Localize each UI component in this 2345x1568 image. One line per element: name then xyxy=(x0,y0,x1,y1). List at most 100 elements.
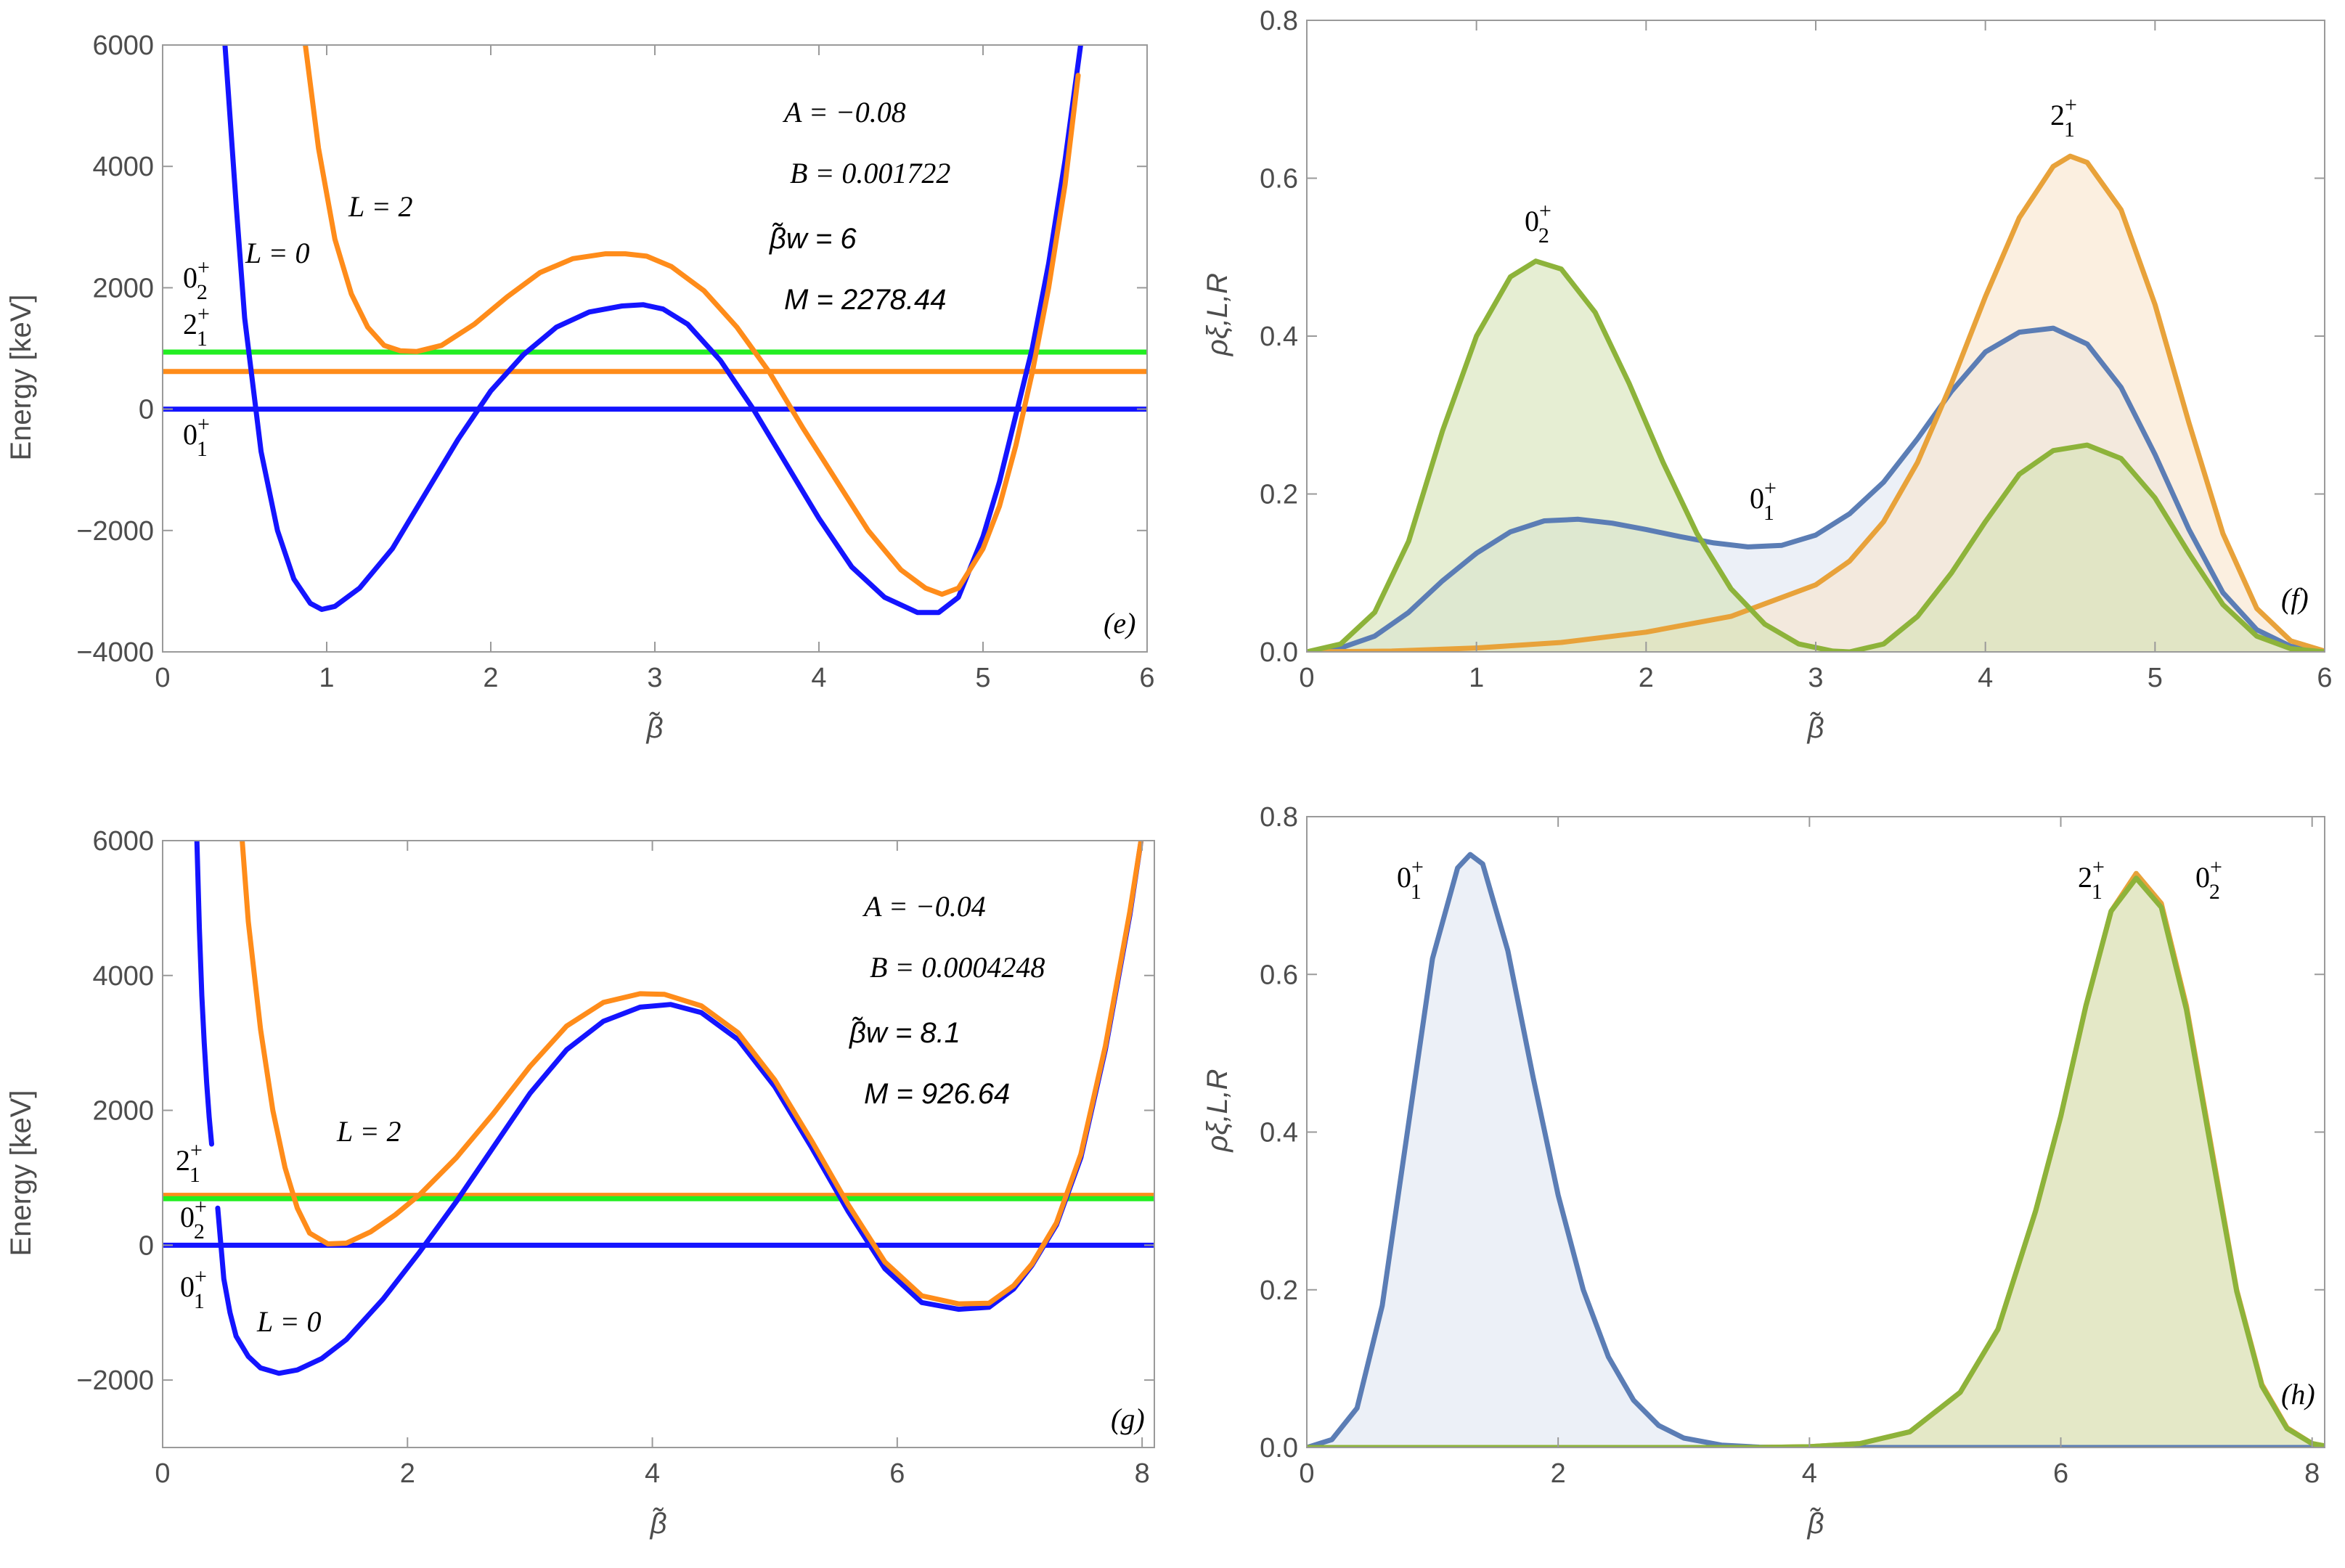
y-tick-label: 0 xyxy=(139,395,154,425)
potential-curve-l-2 xyxy=(240,841,1144,1307)
y-tick-label: 2000 xyxy=(92,1096,154,1127)
potential-curve-l-0 xyxy=(222,45,1083,616)
x-tick-label: 2 xyxy=(1639,663,1654,693)
y-tick-label: 4000 xyxy=(92,961,154,992)
y-tick-label: 0.8 xyxy=(1260,802,1298,833)
state-label-0_2plus: 0+ 2 xyxy=(1525,199,1551,248)
param-b: B = 0.0004248 xyxy=(870,951,1045,984)
param-a: A = −0.04 xyxy=(862,890,986,923)
potential-curve-l-2 xyxy=(303,45,1081,597)
x-axis-label: β̃ xyxy=(1807,711,1824,744)
y-tick-label: 4000 xyxy=(92,152,154,182)
y-tick-label: 0 xyxy=(139,1230,154,1261)
x-tick-label: 4 xyxy=(1978,663,1993,693)
potential-curve-l-0-upper-branch- xyxy=(194,841,214,1147)
y-axis-label: Energy [keV] xyxy=(5,294,37,460)
y-tick-label: 0.6 xyxy=(1260,164,1298,195)
y-tick-label: 0.0 xyxy=(1260,1433,1298,1463)
y-tick-label: 0.8 xyxy=(1260,6,1298,36)
panel-h-density-plot: 0 2 4 6 8 0.0 0.2 0.4 0.6 0.8 β̃ ρξ,L,R 0+ 1 2+ 1 0+ 2 (h) xyxy=(1202,802,2325,1540)
x-tick-label: 8 xyxy=(1135,1458,1150,1489)
x-tick-label: 4 xyxy=(811,663,826,693)
plot-area xyxy=(1307,153,2325,652)
param-a: A = −0.08 xyxy=(782,96,906,128)
x-tick-label: 4 xyxy=(1802,1458,1817,1489)
x-tick-label: 0 xyxy=(155,663,170,693)
level-label-2_1plus: 2+ 1 xyxy=(183,302,210,351)
panel-label: (h) xyxy=(2281,1378,2315,1410)
x-tick-label: 1 xyxy=(1469,663,1484,693)
panel-e-energy-plot: 0 1 2 3 4 5 6 −4000 −2000 0 2000 4000 6000 β̃ Energy [… xyxy=(5,30,1155,744)
plot-area xyxy=(163,841,1154,1376)
param-beta-w: β̃w = 8.1 xyxy=(849,1016,961,1049)
panel-label: (f) xyxy=(2281,582,2309,615)
density-curve-2_1plus xyxy=(1307,153,2325,652)
x-tick-label: 2 xyxy=(400,1458,415,1489)
y-tick-label: 6000 xyxy=(92,30,154,61)
y-tick-label: 0.6 xyxy=(1260,960,1298,990)
y-tick-label: −2000 xyxy=(76,516,154,547)
curve-label-l0: L = 0 xyxy=(256,1305,322,1338)
state-label-0_1plus: 0+ 1 xyxy=(1397,855,1424,904)
panel-label: (g) xyxy=(1111,1402,1145,1435)
x-axis-label: β̃ xyxy=(650,1507,667,1540)
level-label-0_1plus: 0+ 1 xyxy=(183,412,210,461)
x-tick-label: 6 xyxy=(2317,663,2332,693)
y-tick-label: −4000 xyxy=(76,637,154,668)
x-tick-label: 3 xyxy=(1808,663,1823,693)
density-fill-0_1plus xyxy=(1307,854,2325,1447)
state-label-0_2plus: 0+ 2 xyxy=(2195,855,2222,904)
panel-label: (e) xyxy=(1104,607,1135,640)
x-tick-label: 5 xyxy=(975,663,990,693)
panel-g-energy-plot: 0 2 4 6 8 −2000 0 2000 4000 6000 β̃ Energy [keV] L =… xyxy=(5,826,1155,1540)
density-fill-0_2plus xyxy=(1307,261,2325,652)
plot-frame xyxy=(162,840,1155,1448)
state-label-0_1plus: 0+ 1 xyxy=(1750,476,1777,525)
y-tick-label: 6000 xyxy=(92,826,154,857)
x-tick-label: 5 xyxy=(2148,663,2163,693)
x-tick-label: 6 xyxy=(889,1458,905,1489)
plot-area xyxy=(1307,852,2325,1447)
level-label-0_2plus: 0+ 2 xyxy=(183,256,210,304)
density-curve-0_1plus xyxy=(1307,325,2325,652)
x-tick-label: 3 xyxy=(647,663,662,693)
y-tick-label: 0.2 xyxy=(1260,480,1298,510)
param-m: M = 926.64 xyxy=(864,1078,1010,1110)
x-axis-label: β̃ xyxy=(646,711,664,744)
density-curve-0_2plus xyxy=(1307,875,2325,1447)
curve-label-l2: L = 2 xyxy=(348,190,413,223)
y-tick-label: 0.0 xyxy=(1260,637,1298,668)
param-beta-w: β̃w = 6 xyxy=(769,222,857,255)
level-label-0_2plus: 0+ 2 xyxy=(180,1195,207,1244)
x-tick-label: 6 xyxy=(1139,663,1154,693)
y-tick-label: 0.4 xyxy=(1260,322,1298,352)
state-label-2_1plus: 2+ 1 xyxy=(2050,93,2077,142)
x-tick-label: 0 xyxy=(155,1458,170,1489)
density-fill-0_2plus xyxy=(1307,878,2325,1447)
curve-label-l0: L = 0 xyxy=(245,237,310,269)
curve-label-l2: L = 2 xyxy=(336,1115,401,1148)
y-tick-label: −2000 xyxy=(76,1365,154,1396)
state-label-2_1plus: 2+ 1 xyxy=(2078,855,2105,904)
param-m: M = 2278.44 xyxy=(784,284,947,316)
x-tick-label: 4 xyxy=(645,1458,660,1489)
y-axis-label: Energy [keV] xyxy=(5,1090,37,1256)
x-tick-label: 0 xyxy=(1299,1458,1314,1489)
plot-area xyxy=(163,45,1147,616)
x-tick-label: 2 xyxy=(483,663,498,693)
density-curve-0_1plus xyxy=(1307,852,2325,1447)
y-tick-label: 0.4 xyxy=(1260,1118,1298,1148)
x-tick-label: 8 xyxy=(2304,1458,2320,1489)
x-tick-label: 0 xyxy=(1299,663,1314,693)
y-tick-label: 2000 xyxy=(92,273,154,303)
y-axis-label: ρξ,L,R xyxy=(1202,273,1233,356)
x-tick-label: 1 xyxy=(319,663,334,693)
x-tick-label: 6 xyxy=(2053,1458,2068,1489)
level-label-0_1plus: 0+ 1 xyxy=(180,1265,207,1313)
plot-frame xyxy=(162,44,1148,653)
y-tick-label: 0.2 xyxy=(1260,1275,1298,1306)
level-label-2_1plus: 2+ 1 xyxy=(176,1138,203,1187)
y-axis-label: ρξ,L,R xyxy=(1202,1069,1233,1152)
x-axis-label: β̃ xyxy=(1807,1507,1824,1540)
